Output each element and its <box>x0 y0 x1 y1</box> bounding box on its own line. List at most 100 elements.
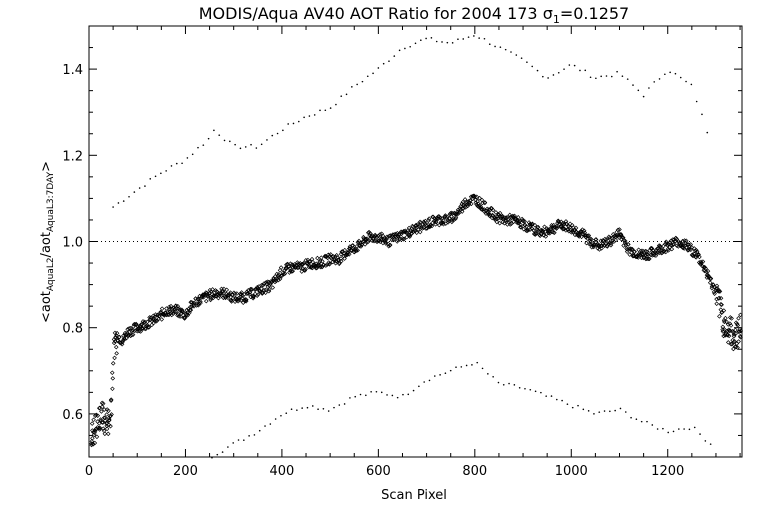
mean-ratio-point <box>104 412 109 417</box>
mean-ratio-point <box>253 286 259 292</box>
mean-ratio-point <box>316 263 321 268</box>
mean-ratio-point <box>417 229 423 235</box>
lower-bound-dot <box>624 411 627 413</box>
mean-ratio-point <box>254 293 260 298</box>
lower-bound-dot <box>327 410 330 412</box>
upper-bound-dot <box>266 139 268 141</box>
lower-bound-dot <box>556 398 558 401</box>
mean-ratio-point <box>477 195 482 201</box>
upper-bound-dot <box>202 144 205 146</box>
y-tick-label: 0.8 <box>62 322 83 337</box>
mean-ratio-point <box>625 242 631 247</box>
upper-bound-dot <box>563 68 565 70</box>
mean-ratio-point <box>518 222 523 228</box>
mean-ratio-point <box>653 253 659 258</box>
mean-ratio-point <box>708 276 714 281</box>
upper-bound-dot <box>160 172 162 175</box>
lower-bound-dot <box>354 395 357 398</box>
upper-bound-dot <box>303 116 305 119</box>
mean-ratio-point <box>542 224 547 230</box>
upper-bound-dot <box>398 49 401 52</box>
upper-bound-dot <box>685 80 687 83</box>
mean-ratio-point <box>718 295 724 301</box>
mean-ratio-point <box>589 237 594 242</box>
mean-ratio-point <box>734 321 740 327</box>
mean-ratio-point <box>99 409 104 414</box>
lower-bound-dot <box>662 427 664 430</box>
lower-bound-dot <box>678 428 680 430</box>
lower-bound-dot <box>630 416 632 419</box>
mean-ratio-point <box>114 333 119 339</box>
mean-ratio-point <box>733 331 738 337</box>
lower-bound-dot <box>349 397 351 399</box>
mean-ratio-point <box>705 268 711 274</box>
upper-bound-dot <box>186 157 189 159</box>
upper-bound-dot <box>420 39 422 42</box>
mean-ratio-point <box>259 283 264 288</box>
upper-bound-dot <box>282 129 284 132</box>
mean-ratio-point <box>732 344 738 349</box>
mean-ratio-point <box>276 277 281 283</box>
mean-ratio-point <box>165 312 171 317</box>
mean-ratio-point <box>387 233 392 239</box>
mean-ratio-point <box>461 202 466 208</box>
mean-ratio-point <box>429 223 435 229</box>
mean-ratio-point <box>315 255 320 261</box>
mean-ratio-point <box>632 249 637 254</box>
upper-bound-dot <box>573 64 576 67</box>
mean-ratio-point <box>226 293 231 298</box>
mean-ratio-point <box>666 241 671 247</box>
mean-ratio-point <box>133 322 139 327</box>
mean-ratio-point <box>736 339 741 344</box>
mean-ratio-point <box>490 207 496 213</box>
mean-ratio-point <box>533 231 539 237</box>
mean-ratio-point <box>668 238 674 244</box>
mean-ratio-point <box>427 223 433 229</box>
upper-bound-dot <box>674 72 677 75</box>
lower-bound-dot <box>481 367 484 370</box>
mean-ratio-point <box>354 248 359 253</box>
lower-bound-dot <box>338 404 341 406</box>
mean-ratio-point <box>720 324 726 330</box>
mean-ratio-point <box>727 328 733 333</box>
upper-bound-dot <box>658 78 661 80</box>
mean-ratio-point <box>393 231 399 237</box>
mean-ratio-point <box>555 218 561 224</box>
mean-ratio-point <box>248 287 254 293</box>
upper-bound-dot <box>441 41 443 43</box>
mean-ratio-point <box>433 222 438 227</box>
mean-ratio-point <box>100 420 106 425</box>
mean-ratio-point <box>729 316 734 321</box>
mean-ratio-point <box>129 328 135 334</box>
mean-ratio-point <box>147 315 152 320</box>
mean-ratio-point <box>371 238 377 244</box>
mean-ratio-point <box>89 421 95 426</box>
lower-bound-dot <box>598 411 601 413</box>
mean-ratio-points <box>89 193 744 448</box>
mean-ratio-point <box>167 304 172 310</box>
mean-ratio-point <box>202 293 208 298</box>
upper-bound-dot <box>276 132 279 135</box>
upper-bound-dot <box>366 75 369 78</box>
mean-ratio-point <box>141 320 147 326</box>
lower-bound-dot <box>672 430 675 433</box>
mean-ratio-point <box>514 218 520 224</box>
lower-bound-dot <box>243 439 245 441</box>
mean-ratio-point <box>441 221 446 227</box>
mean-ratio-point <box>138 329 143 334</box>
lower-bound-dot <box>412 389 415 392</box>
mean-ratio-point <box>281 271 287 277</box>
mean-ratio-point <box>360 239 366 244</box>
lower-bound-dot <box>561 399 563 402</box>
mean-ratio-point <box>201 292 207 298</box>
mean-ratio-point <box>363 236 369 242</box>
mean-ratio-point <box>724 319 729 325</box>
mean-ratio-point <box>172 309 177 315</box>
lower-bound-dot <box>433 375 436 377</box>
mean-ratio-point <box>719 302 724 308</box>
upper-bound-dot <box>244 146 247 148</box>
mean-ratio-point <box>114 330 120 336</box>
mean-ratio-point <box>374 234 380 240</box>
upper-bound-dot <box>584 69 587 72</box>
upper-bound-dot <box>149 178 152 180</box>
